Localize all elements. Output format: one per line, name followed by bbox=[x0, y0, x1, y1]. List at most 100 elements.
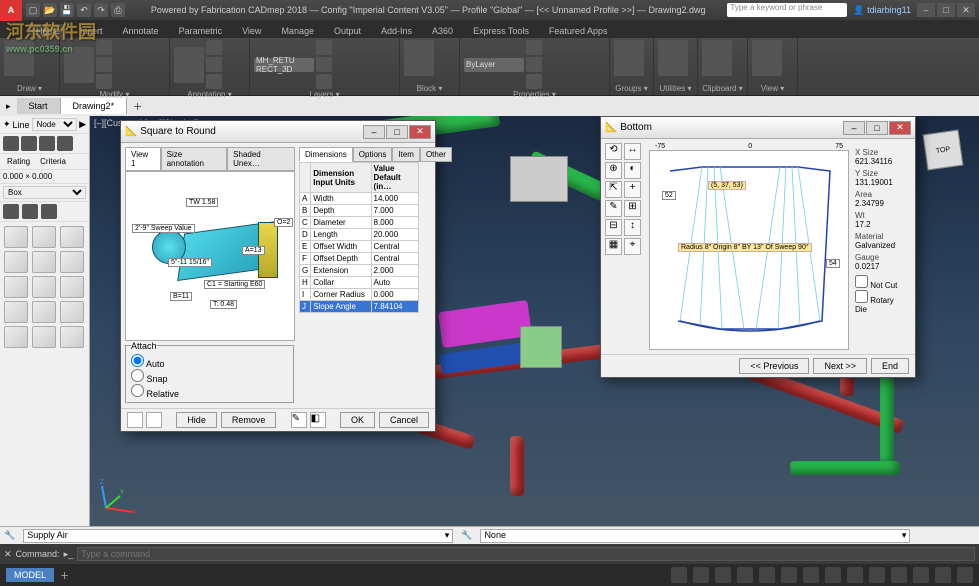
panel-label[interactable]: Properties ▾ bbox=[464, 89, 605, 99]
dim-row[interactable]: EOffset WidthCentral bbox=[300, 241, 419, 253]
pal-tool-4[interactable] bbox=[57, 136, 73, 151]
dialog1-close[interactable]: ✕ bbox=[409, 125, 431, 139]
command-input[interactable] bbox=[77, 547, 975, 561]
signin-link[interactable]: 👤 tdiarbing11 bbox=[853, 5, 911, 16]
minimize-button[interactable]: – bbox=[917, 3, 935, 17]
palette-mode-select[interactable]: Node bbox=[32, 118, 78, 131]
panel-main-btn[interactable] bbox=[658, 40, 688, 76]
ribbon-tab-output[interactable]: Output bbox=[328, 24, 367, 38]
panel-label[interactable]: Annotation ▾ bbox=[174, 89, 245, 99]
palette-tab-criteria[interactable]: Criteria bbox=[36, 156, 70, 167]
panel-main-btn[interactable] bbox=[614, 40, 644, 76]
save-icon[interactable]: 💾 bbox=[60, 3, 74, 17]
part-item[interactable] bbox=[60, 276, 84, 298]
panel-btn[interactable] bbox=[206, 57, 222, 72]
close-button[interactable]: ✕ bbox=[957, 3, 975, 17]
ok-button[interactable]: OK bbox=[340, 412, 375, 428]
viewcube-face[interactable]: TOP bbox=[923, 130, 964, 171]
panel-label[interactable]: Groups ▾ bbox=[614, 83, 649, 93]
attach-radio-snap[interactable] bbox=[131, 369, 144, 382]
dialog1-minimize[interactable]: – bbox=[363, 125, 385, 139]
status-toggle-4[interactable] bbox=[759, 567, 775, 583]
cancel-button[interactable]: Cancel bbox=[379, 412, 429, 428]
pal-tool-2[interactable] bbox=[21, 136, 37, 151]
status-toggle-1[interactable] bbox=[693, 567, 709, 583]
pattern-tool-9[interactable]: ↕ bbox=[624, 219, 641, 236]
panel-btn[interactable] bbox=[96, 40, 112, 55]
prop-tab-options[interactable]: Options bbox=[353, 147, 393, 162]
help-search[interactable]: Type a keyword or phrase bbox=[727, 3, 847, 17]
hide-button[interactable]: Hide bbox=[176, 412, 217, 428]
part-item[interactable] bbox=[4, 276, 28, 298]
ribbon-tab-a360[interactable]: A360 bbox=[426, 24, 459, 38]
pattern-tool-8[interactable]: ⊟ bbox=[605, 219, 622, 236]
pattern-tool-11[interactable]: ⌖ bbox=[624, 238, 641, 255]
layer-combo[interactable]: MH_RETU RECT_3D bbox=[254, 58, 314, 72]
status-toggle-9[interactable] bbox=[869, 567, 885, 583]
system-right-combo[interactable]: None▾ bbox=[480, 529, 910, 543]
print-icon[interactable]: ⎙ bbox=[111, 3, 125, 17]
panel-label[interactable]: Layers ▾ bbox=[254, 89, 395, 99]
preview-canvas[interactable]: TW 1.58 2'-9" Sweep Value 5"-11 15/16" O… bbox=[125, 171, 295, 341]
new-icon[interactable]: ▢ bbox=[26, 3, 40, 17]
panel-main-btn[interactable] bbox=[174, 47, 204, 83]
panel-label[interactable]: Block ▾ bbox=[404, 83, 455, 93]
attach-radio-auto[interactable] bbox=[131, 354, 144, 367]
status-toggle-8[interactable] bbox=[847, 567, 863, 583]
palette-tab-rating[interactable]: Rating bbox=[3, 156, 34, 167]
panel-btn[interactable] bbox=[96, 57, 112, 72]
ribbon-tab-parametric[interactable]: Parametric bbox=[173, 24, 229, 38]
view-cube[interactable]: TOP bbox=[919, 126, 969, 176]
ribbon-tab-manage[interactable]: Manage bbox=[275, 24, 320, 38]
run-icon[interactable]: ▶ bbox=[79, 119, 86, 130]
pal-view-1[interactable] bbox=[3, 204, 19, 219]
end-button[interactable]: End bbox=[871, 358, 909, 374]
rotary-checkbox[interactable] bbox=[855, 290, 868, 303]
footer-icon-4[interactable]: ◧ bbox=[310, 412, 326, 428]
panel-btn[interactable] bbox=[316, 74, 332, 89]
status-toggle-13[interactable] bbox=[957, 567, 973, 583]
ribbon-tab-view[interactable]: View bbox=[236, 24, 267, 38]
status-toggle-10[interactable] bbox=[891, 567, 907, 583]
maximize-button[interactable]: □ bbox=[937, 3, 955, 17]
prop-tab-dimensions[interactable]: Dimensions bbox=[299, 147, 353, 162]
preview-tab-1[interactable]: Size annotation bbox=[161, 147, 228, 170]
pattern-tool-10[interactable]: ▦ bbox=[605, 238, 622, 255]
panel-label[interactable]: Clipboard ▾ bbox=[702, 83, 743, 93]
part-item[interactable] bbox=[60, 301, 84, 323]
pattern-tool-1[interactable]: ↔ bbox=[624, 143, 641, 160]
panel-main-btn[interactable] bbox=[404, 40, 434, 76]
preview-tab-0[interactable]: View 1 bbox=[125, 147, 161, 170]
system-left-combo[interactable]: Supply Air▾ bbox=[23, 529, 453, 543]
prev-button[interactable]: << Previous bbox=[739, 358, 809, 374]
status-toggle-0[interactable] bbox=[671, 567, 687, 583]
undo-icon[interactable]: ↶ bbox=[77, 3, 91, 17]
ribbon-tab-featured-apps[interactable]: Featured Apps bbox=[543, 24, 614, 38]
panel-btn[interactable] bbox=[206, 74, 222, 89]
dim-row[interactable]: HCollarAuto bbox=[300, 277, 419, 289]
notcut-checkbox[interactable] bbox=[855, 275, 868, 288]
panel-label[interactable]: Draw ▾ bbox=[4, 83, 55, 93]
panel-btn[interactable] bbox=[526, 74, 542, 89]
panel-btn[interactable] bbox=[96, 74, 112, 89]
pattern-tool-0[interactable]: ⟲ bbox=[605, 143, 622, 160]
panel-label[interactable]: View ▾ bbox=[752, 83, 793, 93]
palette-category[interactable]: Box bbox=[3, 186, 86, 199]
cmd-close-icon[interactable]: ✕ bbox=[4, 549, 12, 560]
dimensions-table[interactable]: Dimension Input UnitsValue Default (in… … bbox=[299, 162, 419, 313]
part-item[interactable] bbox=[60, 251, 84, 273]
dim-row[interactable]: CDiameter8.000 bbox=[300, 217, 419, 229]
pal-view-2[interactable] bbox=[22, 204, 38, 219]
status-toggle-2[interactable] bbox=[715, 567, 731, 583]
part-item[interactable] bbox=[4, 326, 28, 348]
pal-tool-3[interactable] bbox=[39, 136, 55, 151]
panel-main-btn[interactable] bbox=[702, 40, 732, 76]
pattern-tool-4[interactable]: ⇱ bbox=[605, 181, 622, 198]
dim-row[interactable]: BDepth7.000 bbox=[300, 205, 419, 217]
part-item[interactable] bbox=[32, 251, 56, 273]
footer-icon-1[interactable] bbox=[127, 412, 143, 428]
next-button[interactable]: Next >> bbox=[813, 358, 867, 374]
dim-row[interactable]: FOffset DepthCentral bbox=[300, 253, 419, 265]
status-toggle-6[interactable] bbox=[803, 567, 819, 583]
dialog1-maximize[interactable]: □ bbox=[386, 125, 408, 139]
